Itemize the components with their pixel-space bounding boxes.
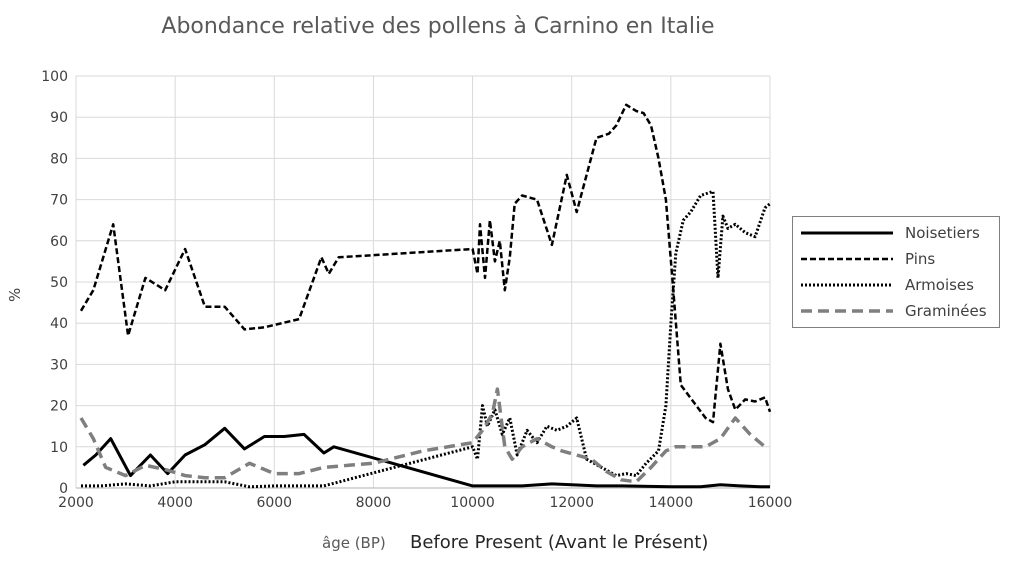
x-tick-label: 12000 xyxy=(549,495,594,511)
legend-item-graminees: Graminées xyxy=(801,299,997,323)
y-tick-label: 30 xyxy=(50,357,68,373)
legend-label-graminees: Graminées xyxy=(905,302,987,320)
y-tick-label: 70 xyxy=(50,193,68,209)
legend-label-noisetiers: Noisetiers xyxy=(905,224,980,242)
legend-label-pins: Pins xyxy=(905,250,936,268)
legend-swatch-noisetiers xyxy=(801,231,893,235)
y-tick-label: 50 xyxy=(50,275,68,291)
y-tick-label: 80 xyxy=(50,151,68,167)
x-tick-label: 6000 xyxy=(256,495,292,511)
series-line-armoises xyxy=(81,189,771,489)
y-tick-label: 0 xyxy=(59,481,68,497)
legend-swatch-graminees xyxy=(801,309,893,313)
chart-title: Abondance relative des pollens à Carnino… xyxy=(161,14,715,39)
y-tick-label: 10 xyxy=(50,440,68,456)
y-tick-label: 90 xyxy=(50,110,68,126)
series-line-pins xyxy=(79,103,772,424)
y-axis-label: % xyxy=(6,287,24,302)
tick-labels: 0 10 20 30 40 50 60 70 80 90 100 2000 4000 6000 8000 10… xyxy=(41,69,792,511)
x-axis-label: Before Present (Avant le Présent) xyxy=(410,532,709,553)
legend-swatch-armoises xyxy=(801,283,893,287)
x-tick-label: 10000 xyxy=(450,495,495,511)
x-tick-label: 4000 xyxy=(157,495,193,511)
series-line-noisetiers xyxy=(82,426,770,489)
legend: Noisetiers Pins Armoises Graminées xyxy=(792,216,1000,328)
x-tick-label: 8000 xyxy=(356,495,392,511)
legend-item-armoises: Armoises xyxy=(801,273,997,297)
x-tick-label: 2000 xyxy=(58,495,94,511)
legend-item-noisetiers: Noisetiers xyxy=(801,221,997,245)
x-tick-label: 16000 xyxy=(748,495,793,511)
y-tick-label: 100 xyxy=(41,69,68,85)
legend-label-armoises: Armoises xyxy=(905,276,974,294)
y-tick-label: 20 xyxy=(50,399,68,415)
y-tick-label: 60 xyxy=(50,234,68,250)
x-axis-unit-label: âge (BP) xyxy=(322,534,386,552)
legend-swatch-pins xyxy=(801,257,893,261)
legend-item-pins: Pins xyxy=(801,247,997,271)
series-lines xyxy=(79,103,772,489)
y-tick-label: 40 xyxy=(50,316,68,332)
series-line-graminees xyxy=(79,387,767,484)
grid xyxy=(75,75,771,489)
x-tick-label: 14000 xyxy=(649,495,694,511)
